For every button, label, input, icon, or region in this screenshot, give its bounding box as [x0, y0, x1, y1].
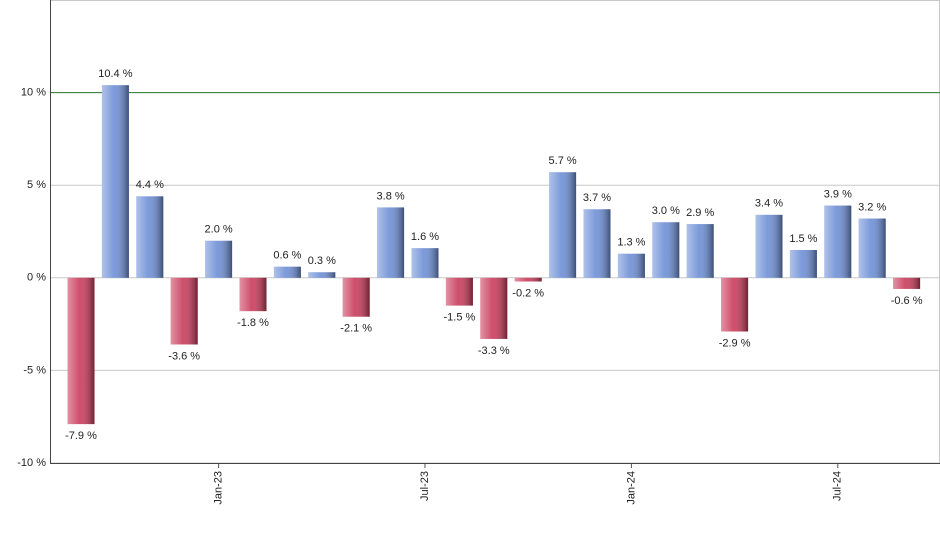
- value-label: -2.1 %: [340, 323, 372, 335]
- value-label: 3.7 %: [583, 192, 611, 204]
- value-label: 4.4 %: [136, 179, 164, 191]
- value-label: 10.4 %: [98, 68, 132, 80]
- value-label: 2.0 %: [205, 224, 233, 236]
- bar-shade: [239, 277, 267, 312]
- value-label: -0.2 %: [512, 287, 544, 299]
- value-label: 3.8 %: [377, 190, 405, 202]
- value-label: 3.0 %: [652, 205, 680, 217]
- value-label: -2.9 %: [719, 337, 751, 349]
- value-label: 1.3 %: [617, 237, 645, 249]
- bar-shade: [686, 224, 714, 278]
- bar-shade: [721, 277, 749, 332]
- value-label: 3.2 %: [858, 201, 886, 213]
- bar-shade: [377, 207, 405, 278]
- value-label: 5.7 %: [549, 155, 577, 167]
- bar-shade: [136, 196, 164, 278]
- bar-shade: [273, 266, 301, 278]
- value-label: -1.5 %: [444, 311, 476, 323]
- bar-shade: [583, 209, 611, 278]
- x-tick-label: Jul-23: [419, 471, 431, 501]
- value-label: 3.4 %: [755, 198, 783, 210]
- bar-shade: [789, 250, 817, 278]
- bar-shade: [549, 172, 577, 278]
- y-tick-label: 5 %: [27, 179, 46, 191]
- y-tick-label: -10 %: [17, 457, 46, 469]
- x-tick-label: Jul-24: [832, 471, 844, 501]
- bar-shade: [514, 277, 542, 282]
- bar-shade: [411, 248, 439, 278]
- bar-shade: [342, 277, 370, 317]
- bar-shade: [617, 253, 645, 278]
- bar-shade: [893, 277, 921, 289]
- y-tick-label: 10 %: [21, 87, 46, 99]
- x-tick-label: Jan-24: [625, 471, 637, 505]
- value-label: 0.6 %: [273, 250, 301, 262]
- bar-shade: [480, 277, 508, 339]
- bar-shade: [101, 85, 129, 278]
- bar-shade: [205, 240, 233, 278]
- value-label: 3.9 %: [824, 188, 852, 200]
- bar-shade: [858, 218, 886, 278]
- bar-shade: [755, 214, 783, 278]
- value-label: 1.5 %: [789, 233, 817, 245]
- bar-shade: [445, 277, 473, 306]
- value-label: -0.6 %: [891, 295, 923, 307]
- value-label: 1.6 %: [411, 231, 439, 243]
- bar-shade: [824, 205, 852, 278]
- value-label: -7.9 %: [65, 430, 97, 442]
- y-tick-label: 0 %: [27, 272, 46, 284]
- bar-shade: [170, 277, 198, 345]
- bar-shade: [652, 222, 680, 278]
- bar-shade: [67, 277, 95, 425]
- x-tick-label: Jan-23: [213, 471, 225, 505]
- y-tick-label: -5 %: [23, 364, 46, 376]
- value-label: -3.3 %: [478, 345, 510, 357]
- value-label: 2.9 %: [686, 207, 714, 219]
- bar-shade: [308, 272, 336, 278]
- value-label: 0.3 %: [308, 255, 336, 267]
- value-label: -1.8 %: [237, 317, 269, 329]
- value-label: -3.6 %: [168, 350, 200, 362]
